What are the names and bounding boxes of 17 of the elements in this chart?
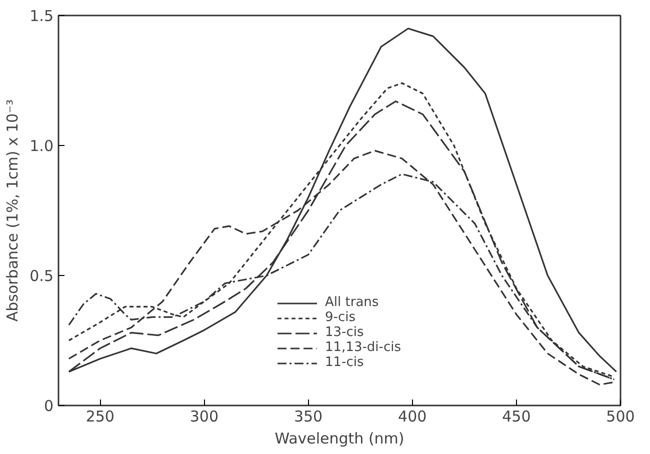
legend-label: 11,13-di-cis: [325, 340, 401, 355]
legend-label: 13-cis: [325, 325, 364, 340]
x-tick-label: 450: [502, 408, 531, 426]
x-tick-label: 300: [190, 408, 219, 426]
x-axis-title: Wavelength (nm): [274, 430, 404, 448]
y-tick-label: 0: [44, 397, 54, 415]
legend-label: 11-cis: [325, 355, 364, 370]
x-tick-label: 500: [606, 408, 635, 426]
legend-label: All trans: [325, 295, 379, 310]
x-tick-label: 250: [86, 408, 114, 426]
x-tick-label: 350: [294, 408, 323, 426]
y-tick-label: 1.5: [30, 7, 54, 25]
y-axis-title: Absorbance (1%, 1cm) x 10⁻³: [4, 99, 22, 322]
x-tick-label: 400: [398, 408, 427, 426]
legend-label: 9-cis: [325, 310, 356, 325]
y-tick-label: 1.0: [30, 137, 54, 155]
y-tick-label: 0.5: [30, 267, 54, 285]
